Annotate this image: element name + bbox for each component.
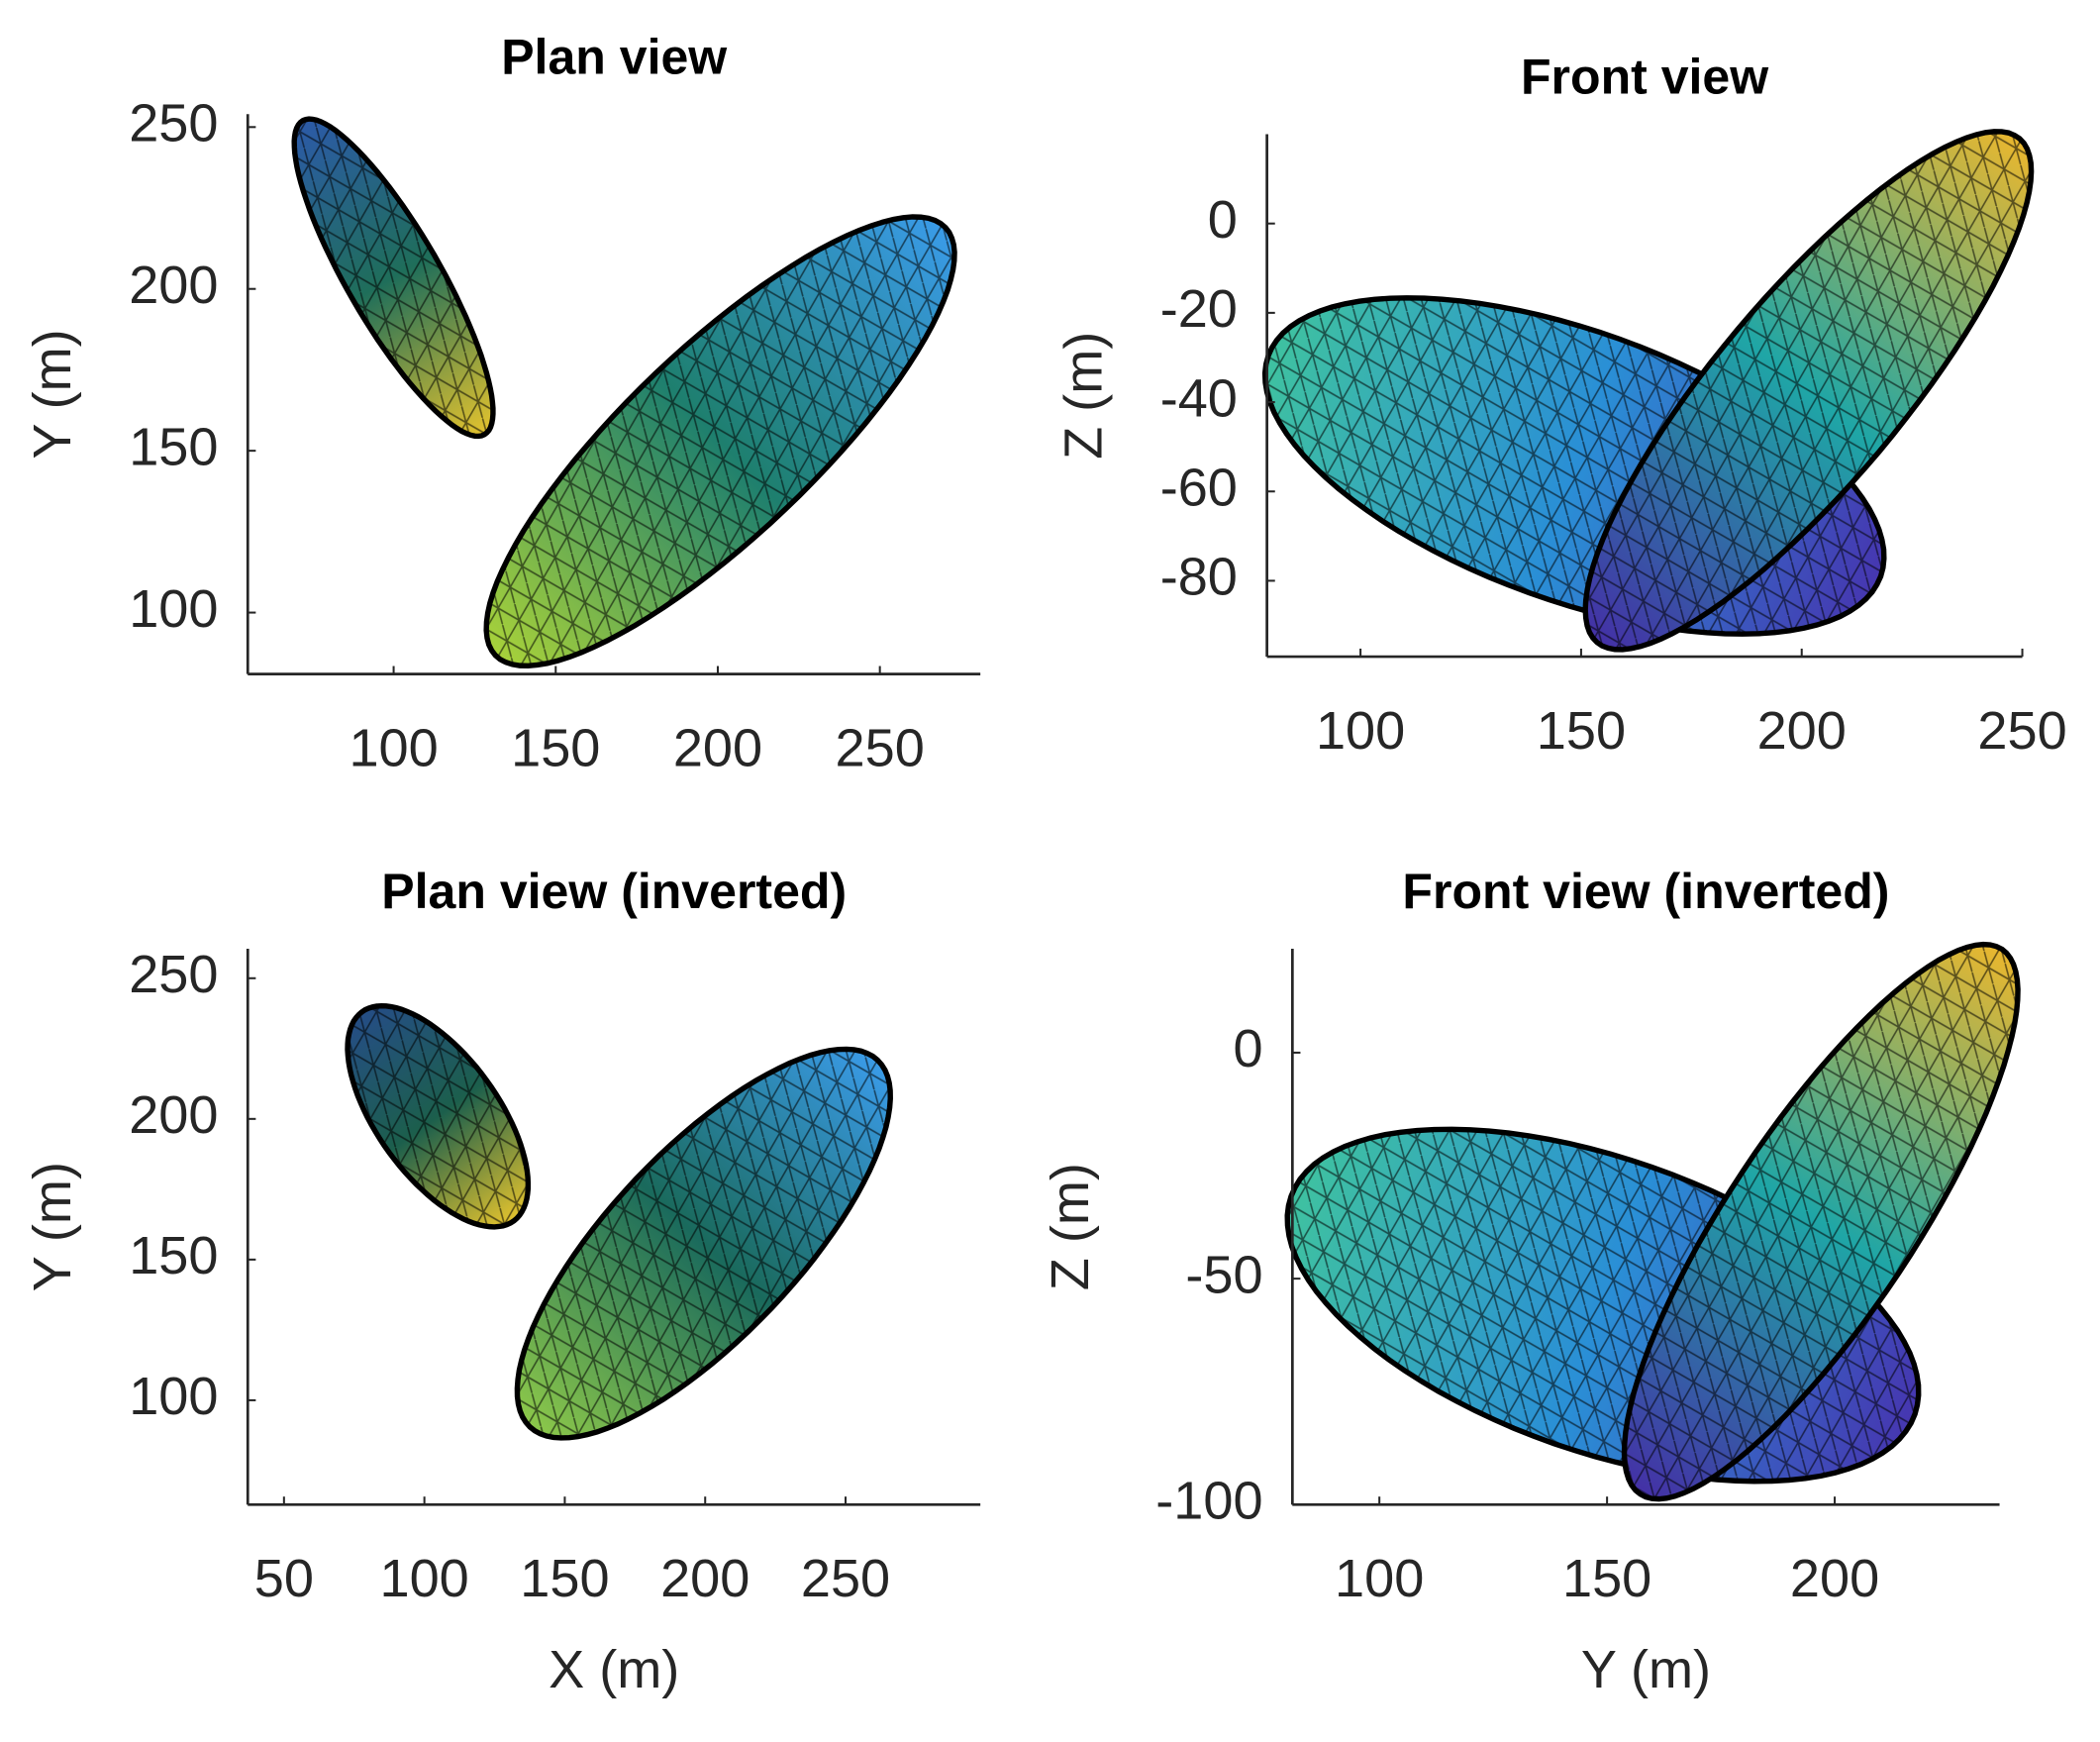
y-tick-label: 250 — [129, 94, 218, 154]
y-axis-label: Z (m) — [1054, 332, 1114, 460]
chart-title: Front view — [1521, 50, 1769, 105]
y-tick-label: -60 — [1160, 459, 1238, 518]
x-tick-label: 100 — [1335, 1549, 1424, 1608]
ellipsoid-mesh — [345, 1003, 532, 1230]
chart-title: Plan view (inverted) — [381, 864, 847, 919]
y-tick-label: 100 — [129, 1367, 218, 1426]
x-tick-label: 150 — [1537, 701, 1626, 761]
y-tick-label: 0 — [1208, 190, 1238, 250]
y-tick-label: -100 — [1155, 1472, 1262, 1531]
y-tick-label: 100 — [129, 579, 218, 639]
y-tick-label: -20 — [1160, 279, 1238, 339]
x-tick-label: 150 — [1562, 1549, 1651, 1608]
y-tick-label: 250 — [129, 945, 218, 1004]
x-tick-label: 200 — [660, 1549, 750, 1608]
x-tick-label: 100 — [379, 1549, 468, 1608]
x-tick-label: 150 — [511, 718, 600, 777]
y-tick-label: -80 — [1160, 548, 1238, 607]
ellipsoid-mesh — [514, 1046, 893, 1441]
x-tick-label: 100 — [1316, 701, 1405, 761]
chart-title: Front view (inverted) — [1402, 864, 1889, 919]
ellipsoid-mesh — [291, 116, 496, 440]
y-tick-label: -40 — [1160, 368, 1238, 428]
y-axis-label: Z (m) — [1041, 1163, 1100, 1290]
ellipsoid-mesh — [1582, 129, 2035, 653]
y-tick-label: 0 — [1233, 1019, 1262, 1078]
x-axis-label: X (m) — [549, 1640, 679, 1699]
x-tick-label: 200 — [1757, 701, 1847, 761]
x-tick-label: 250 — [1977, 701, 2066, 761]
y-tick-label: 150 — [129, 1226, 218, 1285]
x-tick-label: 200 — [673, 718, 762, 777]
y-tick-label: 200 — [129, 256, 218, 315]
y-axis-label: Y (m) — [23, 1162, 82, 1291]
x-tick-label: 250 — [801, 1549, 890, 1608]
y-tick-label: -50 — [1185, 1245, 1262, 1304]
x-tick-label: 100 — [349, 718, 438, 777]
y-tick-label: 150 — [129, 417, 218, 476]
chart-title: Plan view — [501, 29, 728, 84]
ellipsoid-mesh — [483, 214, 957, 668]
ellipsoid-mesh — [1621, 941, 2021, 1502]
x-axis-label: Y (m) — [1581, 1640, 1711, 1699]
y-tick-label: 200 — [129, 1085, 218, 1145]
y-axis-label: Y (m) — [23, 329, 82, 459]
x-tick-label: 50 — [254, 1549, 314, 1608]
x-tick-label: 200 — [1790, 1549, 1879, 1608]
x-tick-label: 250 — [836, 718, 925, 777]
x-tick-label: 150 — [520, 1549, 609, 1608]
